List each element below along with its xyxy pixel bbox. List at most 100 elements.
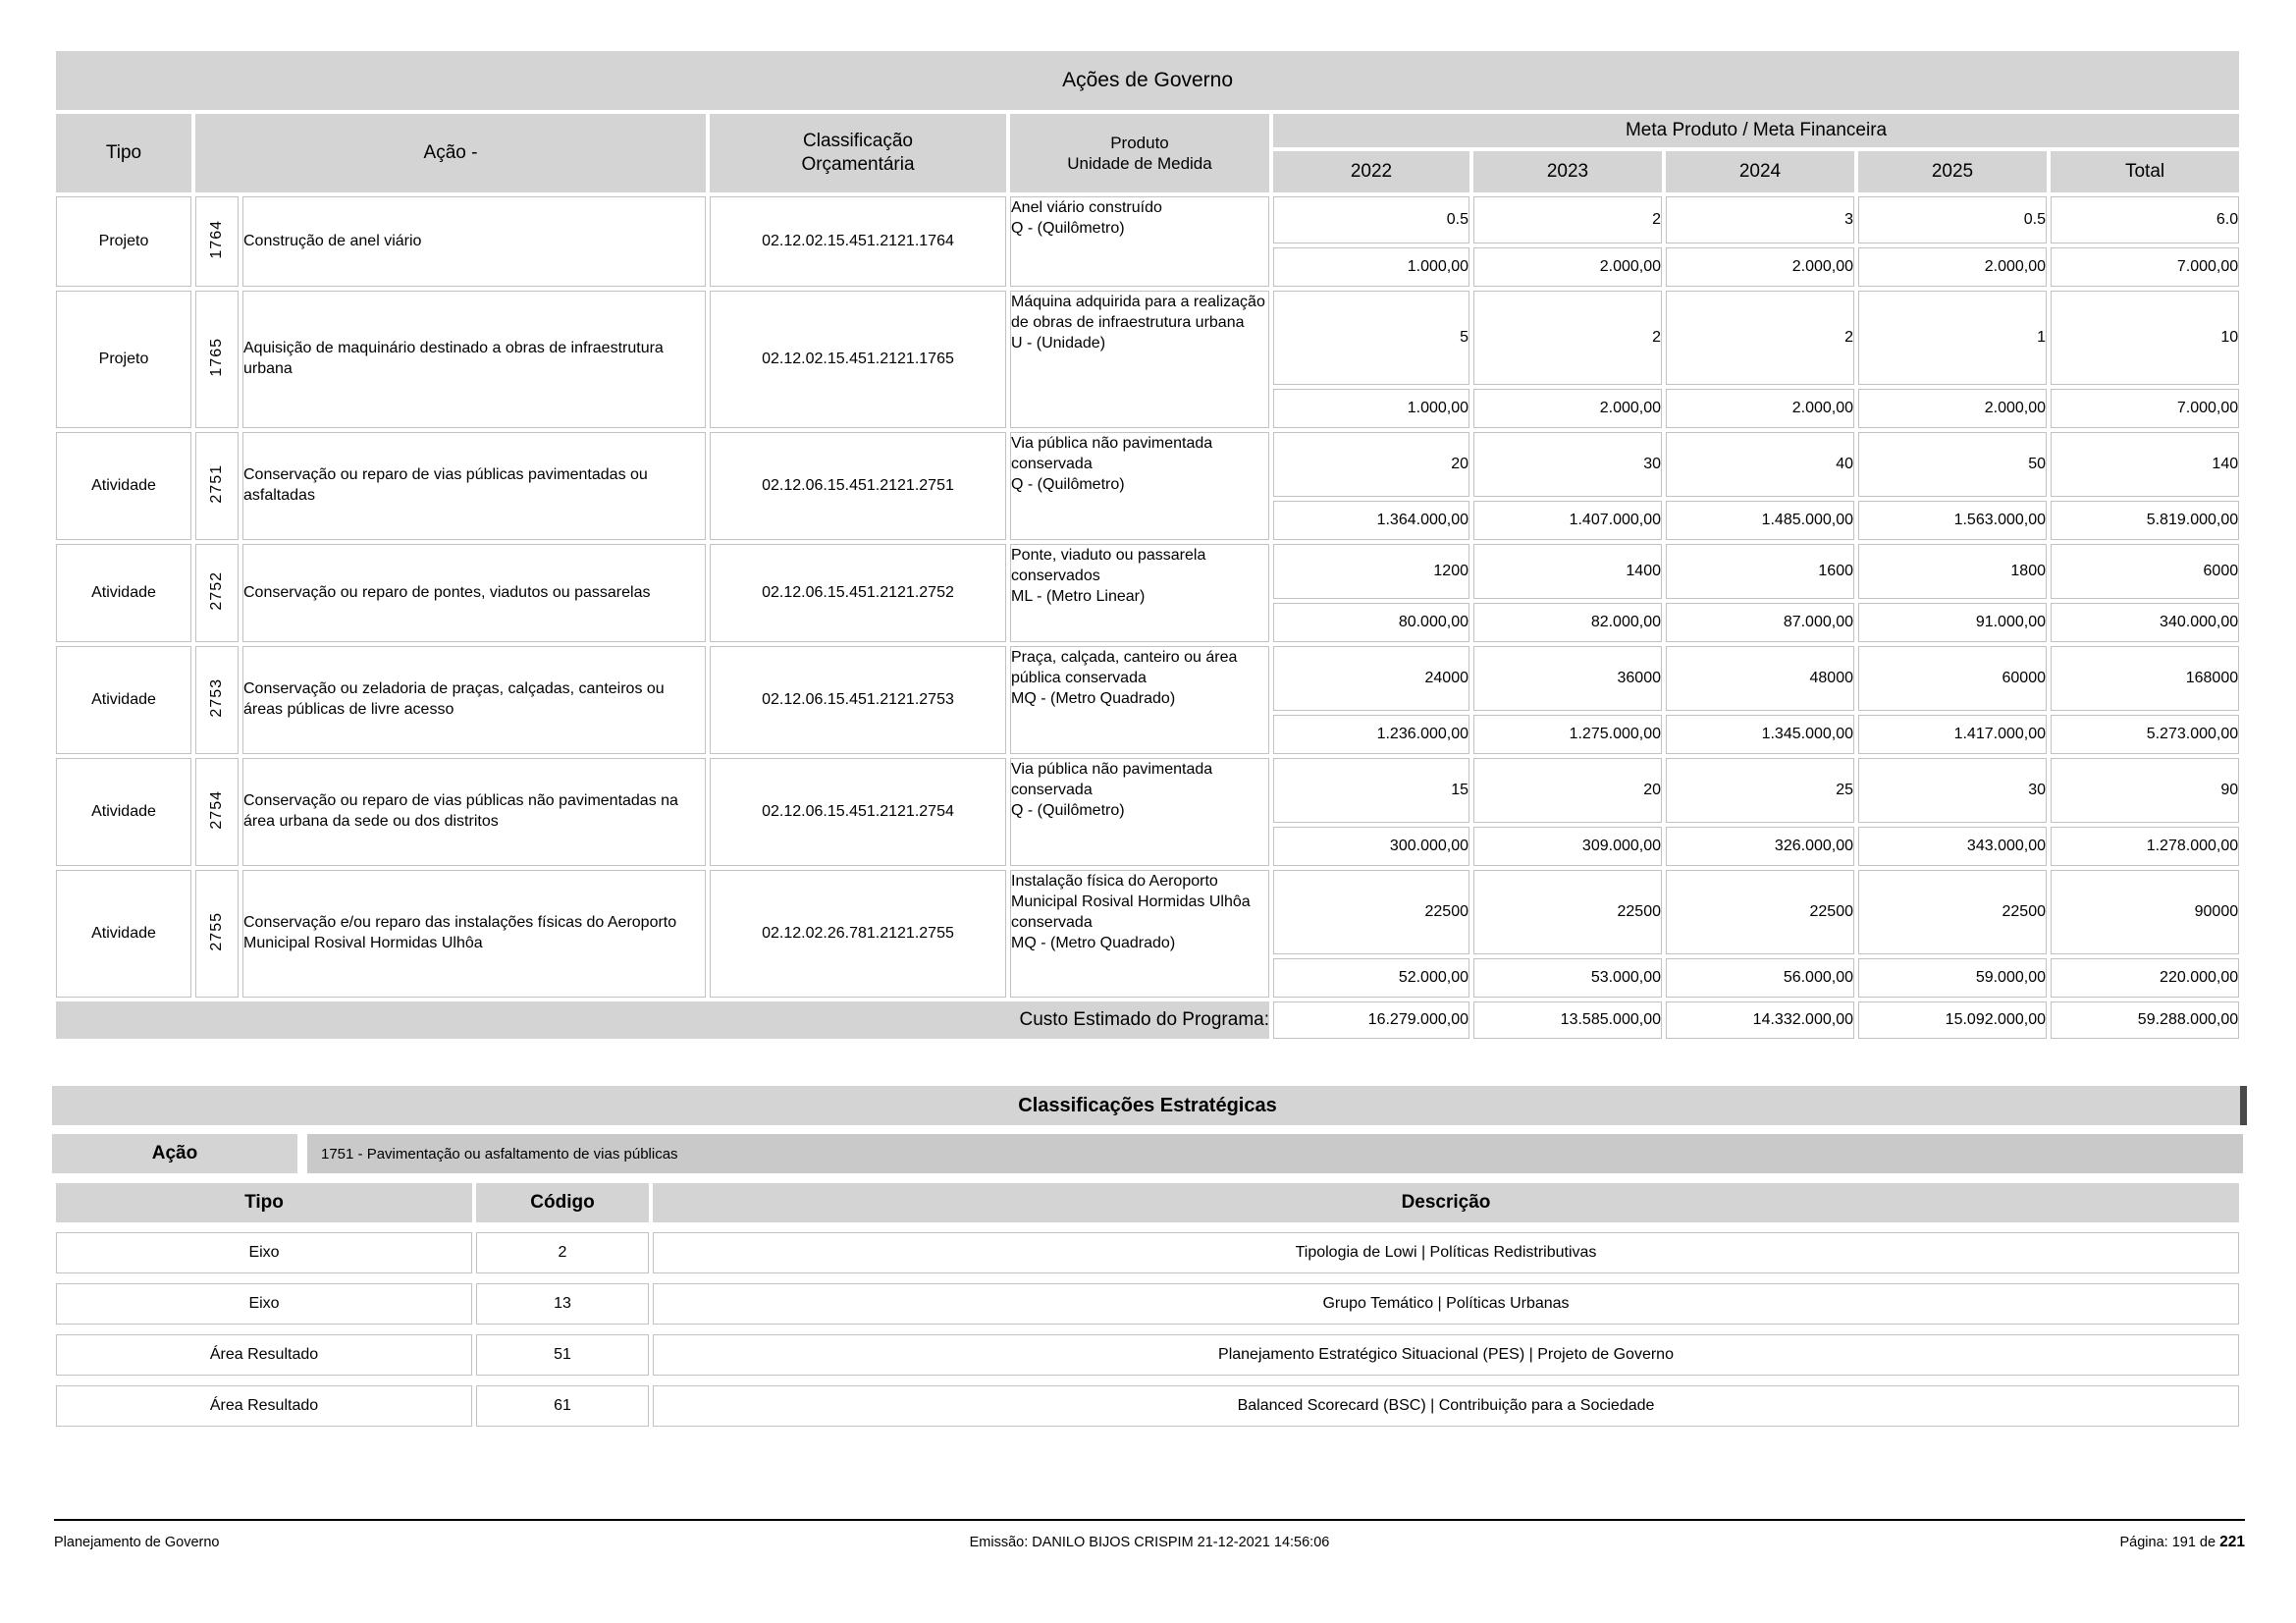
class-descricao: Planejamento Estratégico Situacional (PE…: [653, 1334, 2239, 1376]
col-header-tipo: Tipo: [56, 114, 191, 192]
table-row: Atividade 2755 Conservação e/ou reparo d…: [56, 870, 2240, 998]
class-col-header-codigo: Código: [476, 1183, 649, 1222]
table-row-financeira: 52.000,00 53.000,00 56.000,00 59.000,00 …: [56, 958, 2240, 998]
custo-2023: 13.585.000,00: [1473, 1001, 1662, 1039]
product-unit: Q - (Quilômetro): [1011, 220, 1125, 238]
product-description: Instalação física do Aeroporto Municipal…: [1011, 873, 1251, 932]
meta-produto-2022: 24000: [1273, 646, 1469, 711]
action-title-cell: Conservação ou reparo de vias públicas p…: [242, 432, 706, 540]
tipo-cell: Atividade: [56, 758, 191, 866]
class-descricao: Balanced Scorecard (BSC) | Contribuição …: [653, 1385, 2239, 1427]
col-header-total: Total: [2051, 151, 2240, 192]
action-code: 2752: [208, 570, 225, 611]
meta-produto-2023: 30: [1473, 432, 1662, 497]
meta-produto-2023: 2: [1473, 291, 1662, 385]
meta-produto-2025: 60000: [1858, 646, 2047, 711]
class-descricao: Tipologia de Lowi | Políticas Redistribu…: [653, 1232, 2239, 1273]
meta-produto-2025: 1800: [1858, 544, 2047, 599]
class-codigo: 61: [476, 1385, 649, 1427]
meta-financeira-2022: 1.000,00: [1273, 247, 1469, 287]
product-cell: Anel viário construído Q - (Quilômetro): [1010, 196, 1269, 287]
product-unit: Q - (Quilômetro): [1011, 476, 1125, 494]
meta-produto-2022: 5: [1273, 291, 1469, 385]
product-description: Praça, calçada, canteiro ou área pública…: [1011, 649, 1238, 687]
meta-produto-2025: 22500: [1858, 870, 2047, 954]
meta-produto-total: 90000: [2051, 870, 2240, 954]
budget-code-cell: 02.12.06.15.451.2121.2753: [710, 646, 1006, 754]
meta-produto-total: 90: [2051, 758, 2240, 823]
tipo-cell: Atividade: [56, 870, 191, 998]
meta-produto-2025: 0.5: [1858, 196, 2047, 243]
meta-financeira-2022: 1.000,00: [1273, 389, 1469, 428]
meta-produto-2023: 2: [1473, 196, 1662, 243]
table-row: Atividade 2753 Conservação ou zeladoria …: [56, 646, 2240, 754]
classificacoes-title-bar: Classificações Estratégicas: [52, 1086, 2247, 1125]
table-row: Projeto 1764 Construção de anel viário 0…: [56, 196, 2240, 287]
meta-financeira-2023: 1.407.000,00: [1473, 501, 1662, 540]
product-unit: MQ - (Metro Quadrado): [1011, 690, 1176, 708]
table-row: Projeto 1765 Aquisição de maquinário des…: [56, 291, 2240, 428]
classificacao-row: Eixo 13 Grupo Temático | Políticas Urban…: [56, 1283, 2239, 1325]
meta-produto-2023: 1400: [1473, 544, 1662, 599]
action-code-cell: 1764: [195, 196, 239, 287]
col-header-2024: 2024: [1666, 151, 1854, 192]
product-unit: MQ - (Metro Quadrado): [1011, 935, 1176, 952]
acao-row: Ação 1751 - Pavimentação ou asfaltamento…: [52, 1134, 2243, 1173]
action-title-cell: Aquisição de maquinário destinado a obra…: [242, 291, 706, 428]
meta-financeira-total: 340.000,00: [2051, 603, 2240, 642]
class-tipo: Eixo: [56, 1283, 472, 1325]
action-code-cell: 1765: [195, 291, 239, 428]
budget-code-cell: 02.12.06.15.451.2121.2751: [710, 432, 1006, 540]
action-title-cell: Construção de anel viário: [242, 196, 706, 287]
class-tipo: Eixo: [56, 1232, 472, 1273]
classificacao-row: Área Resultado 61 Balanced Scorecard (BS…: [56, 1385, 2239, 1427]
meta-produto-2025: 30: [1858, 758, 2047, 823]
meta-financeira-2025: 343.000,00: [1858, 827, 2047, 866]
meta-financeira-2024: 2.000,00: [1666, 247, 1854, 287]
meta-produto-2025: 50: [1858, 432, 2047, 497]
class-col-header-descricao: Descrição: [653, 1183, 2239, 1222]
meta-financeira-2023: 309.000,00: [1473, 827, 1662, 866]
meta-financeira-2024: 87.000,00: [1666, 603, 1854, 642]
custo-2025: 15.092.000,00: [1858, 1001, 2047, 1039]
budget-code-cell: 02.12.06.15.451.2121.2754: [710, 758, 1006, 866]
col-header-meta: Meta Produto / Meta Financeira: [1273, 114, 2240, 147]
action-code: 1765: [208, 337, 225, 377]
action-code-cell: 2752: [195, 544, 239, 642]
meta-produto-2022: 1200: [1273, 544, 1469, 599]
product-cell: Praça, calçada, canteiro ou área pública…: [1010, 646, 1269, 754]
meta-produto-total: 168000: [2051, 646, 2240, 711]
action-code-cell: 2754: [195, 758, 239, 866]
classificacao-row: Área Resultado 51 Planejamento Estratégi…: [56, 1334, 2239, 1376]
action-code: 2753: [208, 677, 225, 718]
meta-financeira-2025: 2.000,00: [1858, 247, 2047, 287]
meta-produto-2023: 20: [1473, 758, 1662, 823]
action-title-cell: Conservação e/ou reparo das instalações …: [242, 870, 706, 998]
col-header-acao: Ação -: [195, 114, 706, 192]
footer-page-total: 221: [2219, 1534, 2245, 1550]
meta-financeira-2024: 1.345.000,00: [1666, 715, 1854, 754]
action-code-cell: 2755: [195, 870, 239, 998]
footer-system-name: Planejamento de Governo: [54, 1535, 220, 1550]
meta-financeira-2024: 2.000,00: [1666, 389, 1854, 428]
class-tipo: Área Resultado: [56, 1334, 472, 1376]
class-codigo: 13: [476, 1283, 649, 1325]
budget-code-cell: 02.12.02.15.451.2121.1765: [710, 291, 1006, 428]
meta-produto-total: 6.0: [2051, 196, 2240, 243]
meta-produto-2025: 1: [1858, 291, 2047, 385]
tipo-cell: Projeto: [56, 291, 191, 428]
custo-label: Custo Estimado do Programa:: [56, 1001, 1269, 1039]
footer-page-number: Página: 191 de 221: [1522, 1534, 2245, 1551]
class-codigo: 2: [476, 1232, 649, 1273]
meta-financeira-total: 1.278.000,00: [2051, 827, 2240, 866]
product-unit: Q - (Quilômetro): [1011, 802, 1125, 820]
meta-financeira-2025: 59.000,00: [1858, 958, 2047, 998]
product-cell: Máquina adquirida para a realização de o…: [1010, 291, 1269, 428]
report-content: Ações de Governo Tipo Ação - Classificaç…: [52, 47, 2247, 1436]
footer-page-prefix: Página: 191 de: [2119, 1535, 2216, 1550]
acao-value: 1751 - Pavimentação ou asfaltamento de v…: [307, 1134, 2243, 1173]
col-header-2025: 2025: [1858, 151, 2047, 192]
meta-produto-2024: 2: [1666, 291, 1854, 385]
action-code: 1764: [208, 219, 225, 259]
